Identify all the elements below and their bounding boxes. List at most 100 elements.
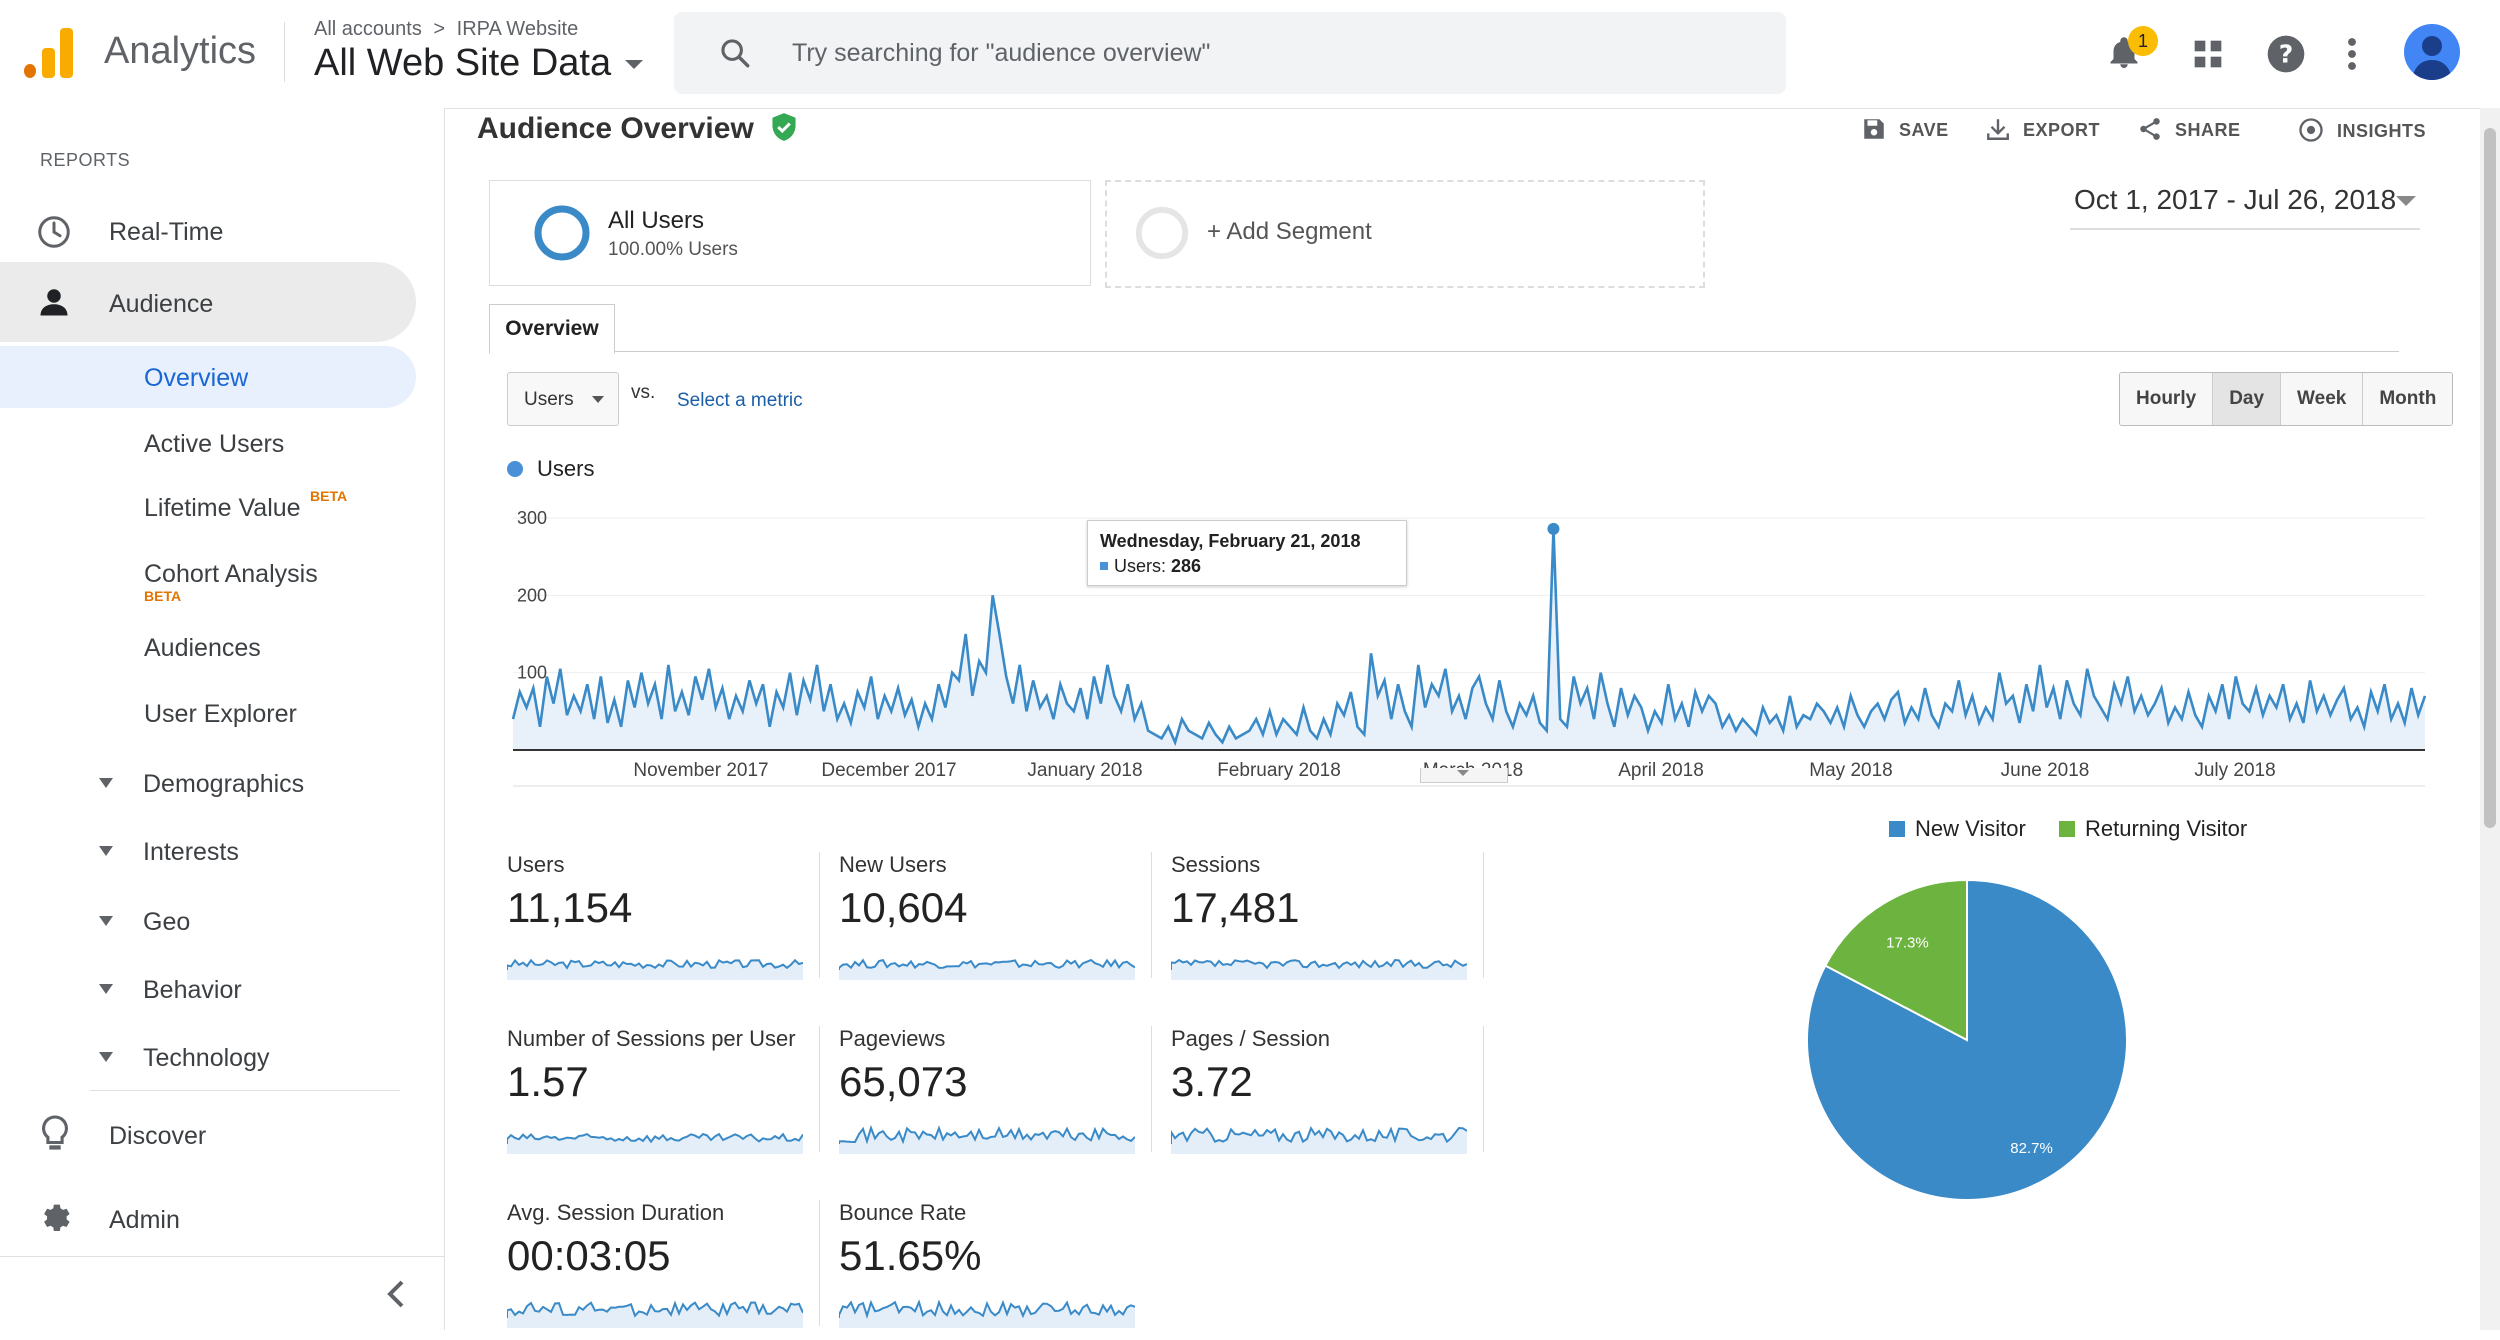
sparkline-area xyxy=(1171,1128,1467,1154)
granularity-week[interactable]: Week xyxy=(2281,373,2364,425)
sidebar-item-behavior[interactable]: Behavior xyxy=(0,956,444,1020)
date-range-picker[interactable]: Oct 1, 2017 - Jul 26, 2018 xyxy=(2070,184,2420,230)
sidebar: REPORTS Real-Time Audience Overview Acti… xyxy=(0,108,445,1330)
metric-card[interactable]: Sessions 17,481 xyxy=(1171,852,1491,992)
expand-triangle-icon xyxy=(99,984,113,994)
users-line-chart[interactable]: 100 200 300 November 2017 December 2017 Janua… xyxy=(485,488,2435,788)
sidebar-item-label: Demographics xyxy=(143,770,305,798)
granularity-month[interactable]: Month xyxy=(2363,373,2453,425)
sidebar-item-overview[interactable]: Overview xyxy=(0,346,416,408)
legend-label: Returning Visitor xyxy=(2085,816,2248,841)
metric-card[interactable]: New Users 10,604 xyxy=(839,852,1159,992)
metric-label: Users xyxy=(507,852,565,877)
view-selector[interactable]: All Web Site Data xyxy=(314,42,644,85)
expand-triangle-icon xyxy=(99,778,113,788)
x-tick-label: May 2018 xyxy=(1809,760,1892,781)
breadcrumb[interactable]: All accounts > IRPA Website xyxy=(314,18,578,41)
more-vert-icon[interactable] xyxy=(2346,36,2358,72)
sidebar-item-admin[interactable]: Admin xyxy=(0,1188,444,1252)
sidebar-item-geo[interactable]: Geo xyxy=(0,888,444,952)
sidebar-item-label: Lifetime Value xyxy=(144,494,301,522)
metric-select-value: Users xyxy=(524,389,574,410)
help-icon[interactable]: ? xyxy=(2266,34,2306,74)
pie-slice[interactable] xyxy=(1824,878,1968,1042)
add-segment-label: + Add Segment xyxy=(1207,218,1372,245)
app-name: Analytics xyxy=(104,30,257,72)
sidebar-item-audiences[interactable]: Audiences xyxy=(0,616,444,678)
metric-label: New Users xyxy=(839,852,947,877)
metric-label: Bounce Rate xyxy=(839,1200,967,1225)
shield-check-icon xyxy=(772,113,796,141)
metric-value: 17,481 xyxy=(1171,884,1300,931)
x-tick-label: November 2017 xyxy=(633,760,768,781)
metric-card[interactable]: Pageviews 65,073 xyxy=(839,1026,1159,1166)
caret-down-icon xyxy=(592,396,604,403)
search-bar[interactable]: Try searching for "audience overview" xyxy=(674,12,1786,94)
visitor-pie-chart[interactable]: 82.7% 17.3% xyxy=(1797,870,2137,1210)
sidebar-item-lifetime-value[interactable]: Lifetime Value BETA xyxy=(0,476,444,538)
y-tick-label: 100 xyxy=(517,663,547,683)
metric-card[interactable]: Bounce Rate 51.65% xyxy=(839,1200,1159,1340)
highlight-point[interactable] xyxy=(1547,522,1560,535)
save-icon xyxy=(1864,119,1884,139)
pie-slice-label: 82.7% xyxy=(2010,1140,2053,1157)
granularity-hourly[interactable]: Hourly xyxy=(2120,373,2214,425)
segment-all-users[interactable]: All Users 100.00% Users xyxy=(489,180,1091,286)
breadcrumb-property[interactable]: IRPA Website xyxy=(456,18,579,40)
tab-overview[interactable]: Overview xyxy=(489,304,615,354)
sidebar-item-audience[interactable]: Audience xyxy=(0,262,416,342)
insights-button[interactable]: INSIGHTS xyxy=(2297,116,2426,144)
lightbulb-icon xyxy=(42,1115,68,1150)
sidebar-item-interests[interactable]: Interests xyxy=(0,818,444,882)
metric-sparkline xyxy=(1171,1125,1467,1154)
x-tick-label: February 2018 xyxy=(1217,760,1341,781)
report-title: Audience Overview xyxy=(477,112,754,145)
sidebar-item-cohort-analysis[interactable]: Cohort Analysis BETA xyxy=(0,542,444,612)
report-main: Audience Overview SAVE EXPORT SHARE INSI… xyxy=(445,108,2480,1330)
sparkline-line xyxy=(839,958,1135,970)
metric-sparkline xyxy=(839,1124,1135,1154)
export-button[interactable]: EXPORT xyxy=(1985,116,2100,142)
scrollbar-thumb[interactable] xyxy=(2484,128,2496,828)
sidebar-item-discover[interactable]: Discover xyxy=(0,1104,444,1168)
share-button[interactable]: SHARE xyxy=(2137,116,2241,142)
metric-sparkline xyxy=(507,1132,803,1154)
sparkline-line xyxy=(839,1299,1135,1319)
sidebar-item-demographics[interactable]: Demographics xyxy=(0,750,444,814)
sidebar-divider xyxy=(90,1090,400,1091)
sidebar-item-label: Geo xyxy=(143,908,191,936)
expand-triangle-icon xyxy=(99,1052,113,1062)
sidebar-item-active-users[interactable]: Active Users xyxy=(0,412,444,472)
chevron-left-icon[interactable] xyxy=(386,1280,406,1308)
granularity-day[interactable]: Day xyxy=(2213,373,2282,425)
insights-label: INSIGHTS xyxy=(2337,121,2427,141)
select-metric-link[interactable]: Select a metric xyxy=(677,390,803,411)
caret-down-icon xyxy=(2396,196,2416,206)
metric-select[interactable]: Users xyxy=(507,372,619,426)
card-divider xyxy=(1483,852,1484,978)
metric-label: Pageviews xyxy=(839,1026,946,1051)
metric-value: 65,073 xyxy=(839,1058,968,1105)
insights-icon xyxy=(2299,118,2323,142)
metric-value: 11,154 xyxy=(507,884,633,931)
save-button[interactable]: SAVE xyxy=(1861,116,1949,142)
notification-badge: 1 xyxy=(2128,26,2158,56)
metric-card[interactable]: Avg. Session Duration 00:03:05 xyxy=(507,1200,827,1340)
metric-card[interactable]: Pages / Session 3.72 xyxy=(1171,1026,1491,1166)
sidebar-item-technology[interactable]: Technology xyxy=(0,1024,444,1088)
reports-heading: REPORTS xyxy=(40,150,131,170)
metric-card[interactable]: Users 11,154 xyxy=(507,852,827,992)
caret-down-icon xyxy=(625,60,644,70)
sidebar-item-user-explorer[interactable]: User Explorer xyxy=(0,682,444,744)
analytics-logo[interactable] xyxy=(24,26,74,78)
gear-icon xyxy=(44,1204,70,1232)
sidebar-item-real-time[interactable]: Real-Time xyxy=(0,200,444,264)
add-segment-button[interactable]: + Add Segment xyxy=(1105,180,1705,288)
avatar[interactable] xyxy=(2404,24,2460,80)
chart-expander[interactable] xyxy=(1420,768,1508,783)
page-scrollbar[interactable] xyxy=(2480,108,2500,1330)
apps-grid-icon[interactable] xyxy=(2192,38,2224,70)
metric-card[interactable]: Number of Sessions per User 1.57 xyxy=(507,1026,827,1166)
sidebar-divider xyxy=(0,1256,444,1257)
breadcrumb-account[interactable]: All accounts xyxy=(314,18,422,40)
